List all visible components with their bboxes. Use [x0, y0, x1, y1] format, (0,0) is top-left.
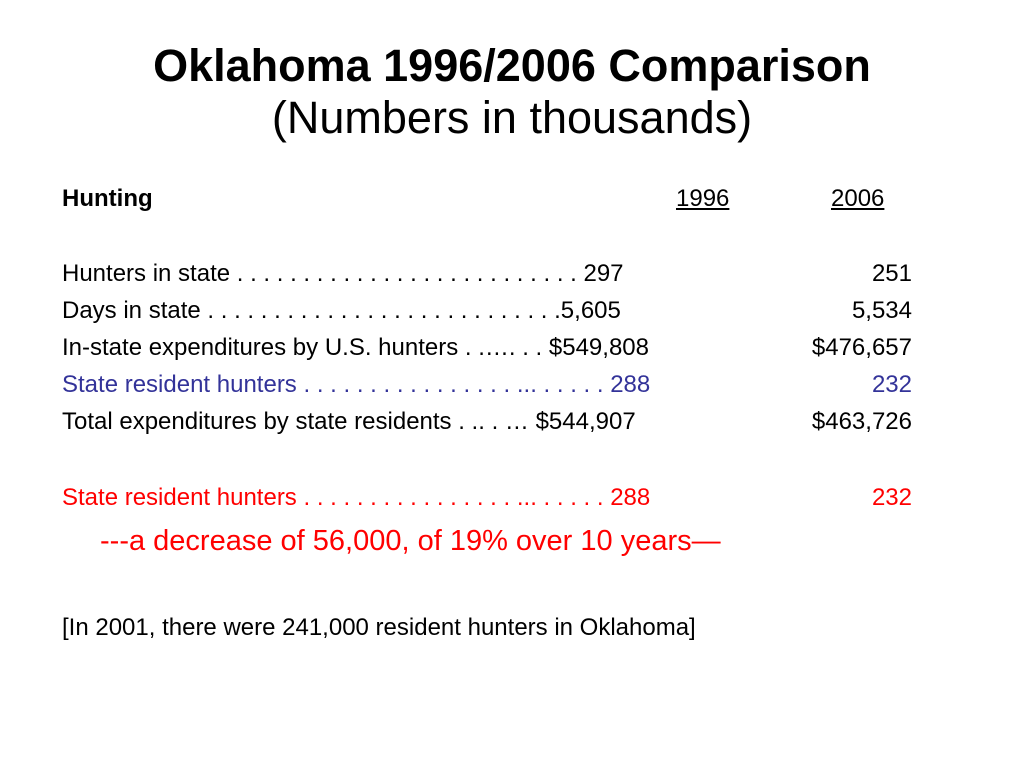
row-in-state-expenditures-2006: $476,657 — [811, 334, 912, 361]
section-label-hunting: Hunting — [62, 185, 153, 212]
row-state-resident-hunters-2006: 232 — [871, 371, 912, 398]
decrease-note: ---a decrease of 56,000, of 19% over 10 … — [100, 525, 721, 557]
column-header-1996: 1996 — [676, 185, 730, 212]
row-state-resident-hunters-label: State resident hunters . . . . . . . . .… — [62, 371, 651, 398]
row-in-state-expenditures-label: In-state expenditures by U.S. hunters . … — [62, 334, 649, 361]
row-hunters-in-state-label: Hunters in state . . . . . . . . . . . .… — [62, 260, 624, 287]
row-total-expenditures-label: Total expenditures by state residents . … — [62, 408, 636, 435]
slide-title: Oklahoma 1996/2006 Comparison — [153, 40, 871, 91]
row-days-in-state-label: Days in state . . . . . . . . . . . . . … — [62, 297, 621, 324]
column-header-2006: 2006 — [831, 185, 885, 212]
highlight-resident-hunters-label: State resident hunters . . . . . . . . .… — [62, 484, 651, 511]
slide-title-block: Oklahoma 1996/2006 Comparison (Numbers i… — [0, 40, 1024, 144]
row-days-in-state-2006: 5,534 — [851, 297, 912, 324]
row-total-expenditures-2006: $463,726 — [811, 408, 912, 435]
slide-subtitle: (Numbers in thousands) — [271, 92, 753, 143]
row-hunters-in-state-2006: 251 — [871, 260, 912, 287]
footnote-2001: [In 2001, there were 241,000 resident hu… — [62, 614, 696, 641]
highlight-resident-hunters-2006: 232 — [871, 484, 912, 511]
